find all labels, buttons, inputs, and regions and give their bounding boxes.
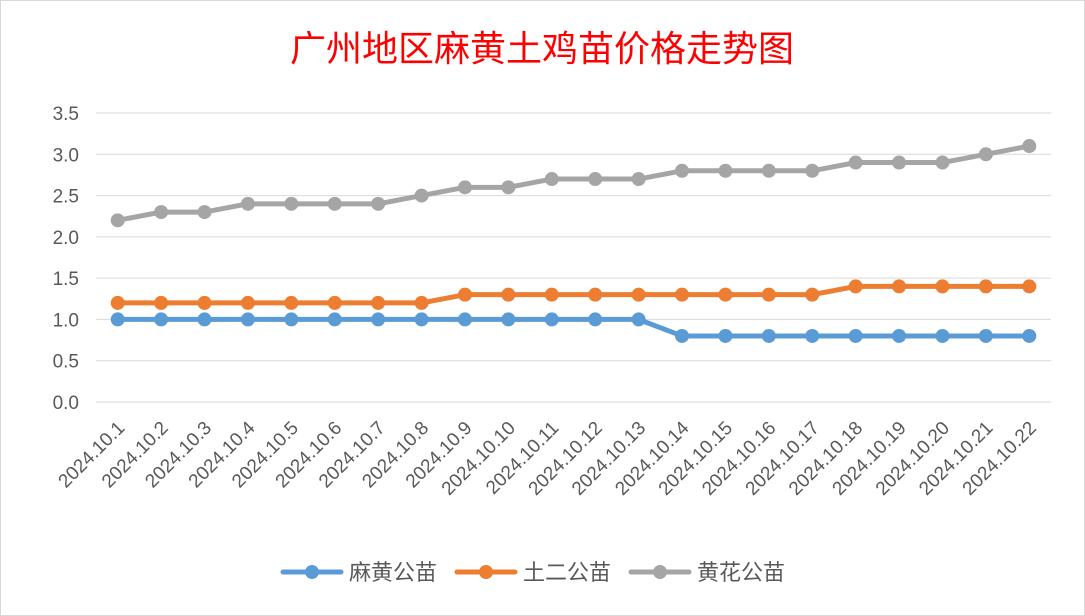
legend-item: 麻黄公苗 <box>280 561 437 586</box>
data-point <box>675 163 690 178</box>
data-point <box>1022 279 1037 294</box>
data-point <box>761 287 776 302</box>
data-point <box>457 287 472 302</box>
data-point <box>501 312 516 327</box>
series-3 <box>110 139 1037 228</box>
legend-label: 土二公苗 <box>523 561 611 586</box>
data-point <box>588 172 603 187</box>
data-point <box>327 312 342 327</box>
data-point <box>110 213 125 228</box>
data-point <box>718 163 733 178</box>
data-point <box>371 196 386 211</box>
data-point <box>154 295 169 310</box>
data-point <box>978 279 993 294</box>
data-point <box>892 155 907 170</box>
data-point <box>544 287 559 302</box>
data-point <box>675 328 690 343</box>
data-point <box>110 312 125 327</box>
chart-title: 广州地区麻黄土鸡苗价格走势图 <box>290 29 794 70</box>
data-point <box>457 312 472 327</box>
series-line <box>115 316 1032 339</box>
data-point <box>371 312 386 327</box>
data-point <box>675 287 690 302</box>
data-point <box>197 295 212 310</box>
data-point <box>892 279 907 294</box>
data-point <box>284 295 299 310</box>
y-tick-label: 3.5 <box>53 104 79 125</box>
y-tick-label: 1.0 <box>53 310 79 331</box>
data-point <box>718 287 733 302</box>
y-tick-label: 3.0 <box>53 145 79 166</box>
data-point <box>718 328 733 343</box>
series-lines <box>110 139 1037 343</box>
data-point <box>631 287 646 302</box>
data-point <box>805 287 820 302</box>
data-point <box>588 287 603 302</box>
legend-swatch-marker <box>479 565 493 579</box>
legend-label: 麻黄公苗 <box>349 561 437 586</box>
data-point <box>414 295 429 310</box>
data-point <box>327 295 342 310</box>
data-point <box>414 312 429 327</box>
data-point <box>761 163 776 178</box>
y-tick-label: 0.0 <box>53 393 79 414</box>
data-point <box>371 295 386 310</box>
data-point <box>154 205 169 220</box>
legend: 麻黄公苗 土二公苗 黄花公苗 <box>280 561 785 586</box>
data-point <box>544 172 559 187</box>
data-point <box>805 328 820 343</box>
legend-swatch-marker <box>653 565 667 579</box>
data-point <box>197 205 212 220</box>
data-point <box>284 196 299 211</box>
data-point <box>240 295 255 310</box>
data-point <box>978 328 993 343</box>
y-axis-tick-labels: 0.0 0.5 1.0 1.5 2.0 2.5 3.0 3.5 <box>53 104 79 414</box>
legend-label: 黄花公苗 <box>697 561 785 586</box>
data-point <box>588 312 603 327</box>
x-axis-tick-labels: 2024.10.12024.10.22024.10.32024.10.42024… <box>55 417 1041 499</box>
data-point <box>1022 328 1037 343</box>
data-point <box>935 155 950 170</box>
legend-item: 黄花公苗 <box>628 561 785 586</box>
data-point <box>978 147 993 162</box>
series-line <box>115 283 1032 306</box>
data-point <box>457 180 472 195</box>
data-point <box>240 312 255 327</box>
y-tick-label: 2.0 <box>53 228 79 249</box>
y-tick-label: 2.5 <box>53 187 79 208</box>
y-tick-label: 0.5 <box>53 352 79 373</box>
data-point <box>892 328 907 343</box>
series-2 <box>110 279 1037 310</box>
data-point <box>327 196 342 211</box>
data-point <box>935 279 950 294</box>
series-1 <box>110 312 1037 343</box>
data-point <box>631 172 646 187</box>
data-point <box>197 312 212 327</box>
series-line <box>115 143 1032 223</box>
data-point <box>501 180 516 195</box>
legend-swatch-marker <box>305 565 319 579</box>
data-point <box>154 312 169 327</box>
data-point <box>848 155 863 170</box>
data-point <box>805 163 820 178</box>
data-point <box>240 196 255 211</box>
data-point <box>631 312 646 327</box>
data-point <box>848 328 863 343</box>
data-point <box>848 279 863 294</box>
data-point <box>544 312 559 327</box>
gridlines <box>96 112 1051 403</box>
data-point <box>110 295 125 310</box>
data-point <box>414 188 429 203</box>
legend-item: 土二公苗 <box>454 561 611 586</box>
data-point <box>284 312 299 327</box>
data-point <box>501 287 516 302</box>
data-point <box>935 328 950 343</box>
data-point <box>1022 139 1037 154</box>
y-tick-label: 1.5 <box>53 269 79 290</box>
data-point <box>761 328 776 343</box>
